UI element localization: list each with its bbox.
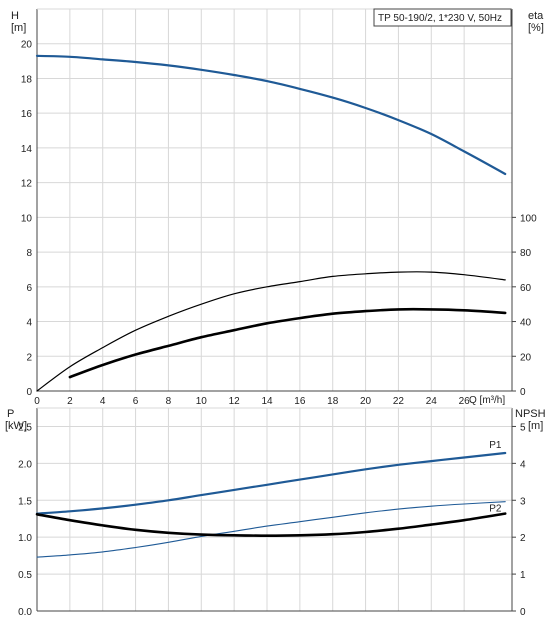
legend-box	[373, 8, 512, 27]
series-label-p1: P1	[489, 440, 502, 451]
y-tick-label-left: 2.0	[18, 459, 32, 470]
series-line-p2	[36, 501, 506, 558]
head-ylabel-left-line1: H	[11, 10, 19, 22]
y-tick-label-right: 0	[520, 387, 526, 398]
y-tick-label-right: 40	[520, 318, 532, 329]
y-tick-label-left: 4	[26, 318, 32, 329]
power-series	[35, 451, 507, 558]
power-grid	[37, 408, 512, 611]
x-tick-label: 0	[34, 396, 40, 407]
power-ylabel-right-line1: NPSH	[515, 408, 546, 420]
y-tick-label-left: 0	[26, 387, 32, 398]
legend-box-text: TP 50-190/2, 1*230 V, 50Hz	[378, 13, 502, 24]
series-line-eta-curve2	[68, 307, 507, 379]
y-tick-label-left: 1.5	[18, 496, 32, 507]
series-line-head-h	[35, 54, 507, 176]
series-line-p1	[35, 451, 507, 515]
x-tick-label: 2	[67, 396, 73, 407]
power-ylabel-left-line1: P	[7, 408, 14, 420]
head-ylabel-right-line1: eta	[528, 10, 544, 22]
x-tick-label: 14	[261, 396, 273, 407]
x-tick-label: 10	[196, 396, 208, 407]
y-tick-label-right: 100	[520, 213, 537, 224]
y-tick-label-left: 2.5	[18, 422, 32, 433]
series-label-p2: P2	[489, 504, 502, 515]
x-tick-label: 26	[459, 396, 471, 407]
y-tick-label-left: 10	[21, 213, 33, 224]
y-tick-label-left: 14	[21, 144, 33, 155]
y-tick-label-right: 4	[520, 459, 526, 470]
power-tick-labels: 0.0 0.5 1.0 1.5 2.0 2.5 0 1 2 3 4 5	[18, 422, 526, 618]
x-tick-label: 20	[360, 396, 372, 407]
y-tick-label-right: 20	[520, 352, 532, 363]
x-tick-label: 24	[426, 396, 438, 407]
head-grid	[37, 9, 512, 391]
y-tick-label-left: 18	[21, 74, 33, 85]
head-ylabel-left-line2: [m]	[11, 22, 26, 34]
y-tick-label-left: 2	[26, 352, 32, 363]
y-tick-label-left: 6	[26, 283, 32, 294]
x-tick-label: 18	[327, 396, 339, 407]
y-tick-label-right: 5	[520, 422, 526, 433]
power-ylabel-left-line2: [kW]	[5, 420, 27, 432]
y-tick-label-right: 60	[520, 283, 532, 294]
y-tick-label-left: 0.0	[18, 607, 32, 618]
y-tick-label-left: 1.0	[18, 533, 32, 544]
y-tick-label-left: 20	[21, 40, 33, 51]
y-tick-label-right: 80	[520, 248, 532, 259]
x-tick-label: 22	[393, 396, 405, 407]
y-tick-label-left: 8	[26, 248, 32, 259]
power-axes	[36, 407, 516, 612]
head-series	[35, 54, 507, 392]
head-tick-labels: 0 2 4 6 8 10 12 14 16 18 20 22 24 2602468101214161820…	[21, 40, 537, 407]
x-tick-label: 8	[166, 396, 172, 407]
y-tick-label-right: 0	[520, 607, 526, 618]
head-xlabel: Q [m³/h]	[469, 395, 505, 406]
series-line-eta-curve1	[36, 271, 506, 392]
x-tick-label: 4	[100, 396, 106, 407]
y-tick-label-right: 2	[520, 533, 526, 544]
head-efficiency-panel: 0 2 4 6 8 10 12 14 16 18 20 22 24 2602468101214161820…	[11, 8, 544, 407]
y-tick-label-right: 1	[520, 570, 526, 581]
y-tick-label-left: 16	[21, 109, 33, 120]
power-npsh-panel: 0.0 0.5 1.0 1.5 2.0 2.5 0 1 2 3 4 5 P [kW] NPSH [m]…	[5, 407, 546, 618]
x-tick-label: 16	[294, 396, 306, 407]
head-ylabel-right-line2: [%]	[528, 22, 544, 34]
series-line-npsh	[35, 512, 507, 538]
x-tick-label: 6	[133, 396, 139, 407]
x-tick-label: 12	[229, 396, 241, 407]
power-ylabel-right-line2: [m]	[528, 420, 543, 432]
y-tick-label-right: 3	[520, 496, 526, 507]
y-tick-label-left: 12	[21, 179, 33, 190]
y-tick-label-left: 0.5	[18, 570, 32, 581]
